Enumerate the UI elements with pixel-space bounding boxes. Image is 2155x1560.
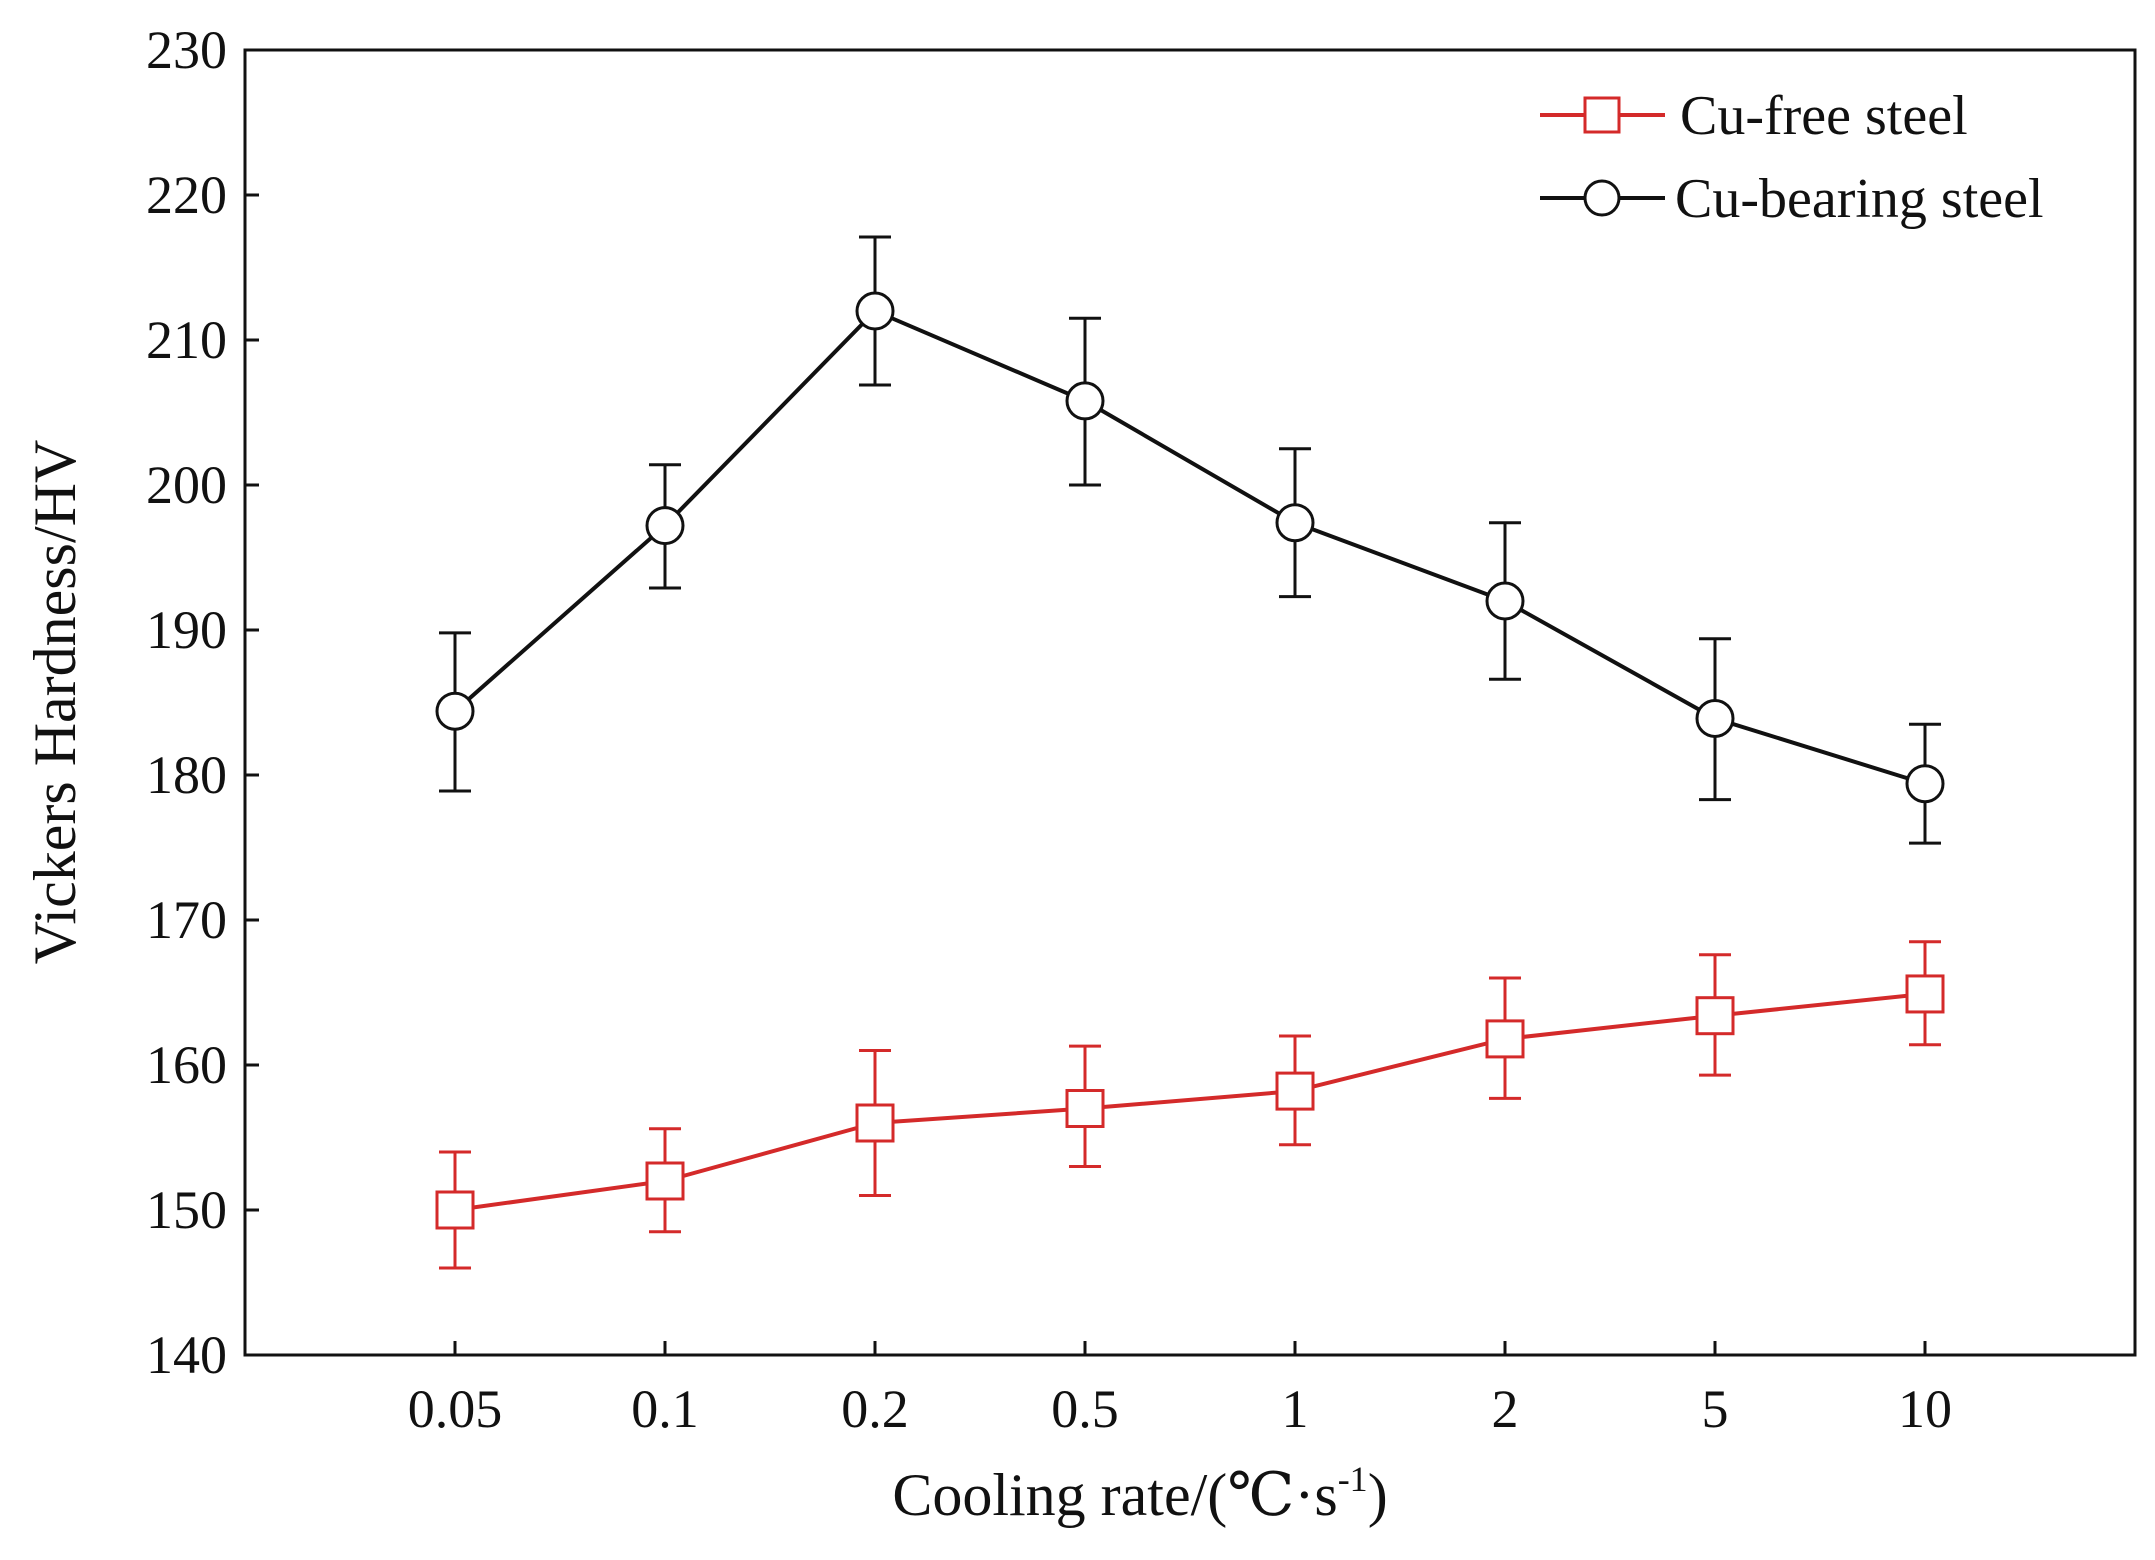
y-tick-label: 200 xyxy=(146,455,227,515)
data-point-circle xyxy=(435,691,475,731)
y-tick-label: 190 xyxy=(146,600,227,660)
data-point-square xyxy=(645,1161,685,1201)
x-tick-label: 1 xyxy=(1282,1379,1309,1439)
plot-frame xyxy=(243,48,2137,1357)
x-tick-label: 0.1 xyxy=(631,1379,699,1439)
series-line xyxy=(453,309,1926,786)
data-point-circle xyxy=(1485,581,1525,621)
y-tick-label: 220 xyxy=(146,165,227,225)
series-line xyxy=(454,991,1926,1212)
x-tick-label: 0.05 xyxy=(408,1379,503,1439)
data-point-circle xyxy=(1275,503,1315,543)
data-point-square xyxy=(855,1103,895,1143)
y-tick-label: 170 xyxy=(146,890,227,950)
y-axis-title: Vickers Hardness/HV xyxy=(22,440,88,965)
y-tick-label: 180 xyxy=(146,745,227,805)
y-tick-label: 230 xyxy=(146,20,227,80)
series-cu-free-steel xyxy=(435,940,1945,1270)
y-tick-label: 210 xyxy=(146,310,227,370)
data-point-square xyxy=(1065,1089,1105,1128)
x-tick-label: 2 xyxy=(1492,1379,1519,1439)
data-point-circle xyxy=(855,291,895,331)
data-point-circle xyxy=(1065,381,1105,421)
y-tick-label: 140 xyxy=(146,1325,227,1385)
x-tick-label: 10 xyxy=(1898,1379,1952,1439)
legend-marker-cu-bearing xyxy=(1583,179,1621,217)
legend-label-cu-free: Cu-free steel xyxy=(1680,85,1968,147)
legend-label-cu-bearing: Cu-bearing steel xyxy=(1675,168,2044,230)
series-cu-bearing-steel xyxy=(435,235,1945,845)
y-tick-label: 160 xyxy=(146,1035,227,1095)
data-point-circle xyxy=(645,506,685,546)
x-axis-title: Cooling rate/(℃·s-1) xyxy=(892,1459,1387,1528)
data-point-circle xyxy=(1695,698,1735,738)
x-tick-label: 0.2 xyxy=(841,1379,909,1439)
data-point-square xyxy=(1905,974,1945,1014)
data-point-square xyxy=(1275,1071,1315,1111)
data-point-square xyxy=(1485,1019,1525,1059)
data-point-square xyxy=(435,1190,475,1230)
data-point-circle xyxy=(1905,764,1945,804)
x-tick-label: 5 xyxy=(1702,1379,1729,1439)
y-tick-label: 150 xyxy=(146,1180,227,1240)
legend: Cu-free steel Cu-bearing steel xyxy=(1540,85,2044,230)
x-tick-label: 0.5 xyxy=(1051,1379,1119,1439)
legend-marker-cu-free xyxy=(1583,96,1621,134)
data-point-square xyxy=(1695,996,1735,1036)
